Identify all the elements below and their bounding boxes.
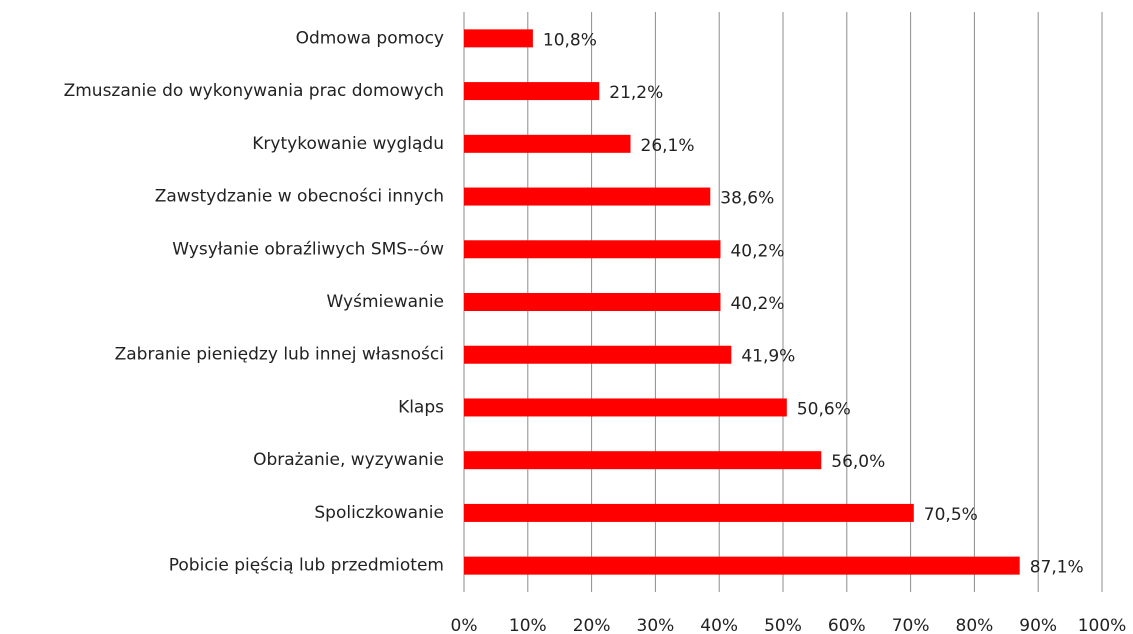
bar (464, 29, 533, 48)
x-tick-label: 70% (892, 616, 930, 634)
x-tick-label: 0% (451, 616, 478, 634)
data-label: 56,0% (831, 452, 885, 472)
bar (464, 398, 787, 417)
x-tick-label: 40% (700, 616, 738, 634)
y-tick-label: Odmowa pomocy (296, 28, 444, 48)
x-tick-label: 100% (1078, 616, 1127, 634)
data-label: 41,9% (741, 347, 795, 367)
y-tick-label: Zabranie pieniędzy lub innej własności (115, 345, 444, 365)
x-tick-label: 50% (764, 616, 802, 634)
x-tick-label: 30% (637, 616, 675, 634)
bar (464, 556, 1020, 575)
data-label: 10,8% (543, 30, 597, 50)
bar (464, 134, 631, 153)
y-tick-label: Spoliczkowanie (314, 503, 444, 523)
data-label: 70,5% (924, 505, 978, 525)
y-tick-label: Klaps (398, 397, 444, 417)
y-tick-label: Wyśmiewanie (327, 292, 444, 312)
data-label: 40,2% (730, 241, 784, 261)
y-tick-label: Wysyłanie obraźliwych SMS--ów (172, 239, 444, 259)
bar (464, 82, 600, 101)
data-label: 50,6% (797, 399, 851, 419)
y-tick-label: Zawstydzanie w obecności innych (155, 187, 444, 207)
y-tick-label: Pobicie pięścią lub przedmiotem (169, 556, 444, 576)
data-label: 21,2% (609, 83, 663, 103)
y-tick-label: Obrażanie, wyzywanie (253, 450, 444, 470)
bar (464, 293, 721, 311)
y-tick-label: Krytykowanie wyglądu (252, 134, 444, 154)
data-label: 87,1% (1030, 558, 1084, 578)
x-tick-label: 60% (828, 616, 866, 634)
bar (464, 451, 822, 470)
data-label: 38,6% (720, 189, 774, 209)
bar (464, 345, 732, 364)
x-tick-label: 90% (1019, 616, 1057, 634)
x-tick-label: 20% (573, 616, 611, 634)
bar (464, 187, 711, 206)
data-label: 26,1% (641, 136, 695, 156)
data-label: 40,2% (730, 294, 784, 314)
bar (464, 503, 914, 522)
y-tick-label: Zmuszanie do wykonywania prac domowych (64, 81, 444, 101)
x-tick-label: 10% (509, 616, 547, 634)
bar (464, 240, 721, 259)
x-tick-label: 80% (956, 616, 994, 634)
